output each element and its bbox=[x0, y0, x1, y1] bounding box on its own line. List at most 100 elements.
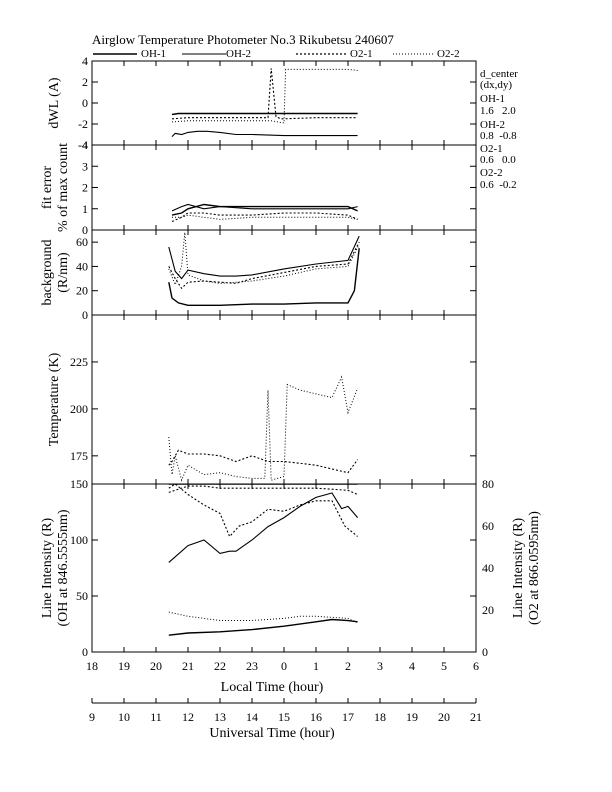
x-tick-label-local: 23 bbox=[246, 659, 258, 673]
series-line-o2-1 bbox=[168, 449, 359, 474]
y-tick-label-right: 60 bbox=[482, 519, 494, 533]
series-line-o2-2 bbox=[171, 68, 358, 124]
y-axis-label-secondary: (OH at 846.5555nm) bbox=[56, 509, 71, 626]
panel-3: 60 40 20 0 background (R/nm) bbox=[40, 229, 477, 322]
y-tick-label: 2 bbox=[82, 75, 88, 89]
y-tick-label: 50 bbox=[76, 589, 88, 603]
series-line-o2-2 bbox=[172, 214, 358, 220]
y-tick-label: 40 bbox=[76, 259, 88, 273]
y-tick-label: -4 bbox=[78, 138, 88, 152]
d-center-o22-value: 0.6 -0.2 bbox=[480, 179, 517, 191]
series-line-o2-2 bbox=[168, 375, 359, 482]
panel-frame bbox=[91, 60, 477, 146]
x-tick-label-local: 5 bbox=[441, 659, 447, 673]
x-tick-label-local: 0 bbox=[281, 659, 287, 673]
legend-label-oh2: OH-2 bbox=[226, 48, 251, 60]
x-tick-label-local: 22 bbox=[214, 659, 226, 673]
y-axis-label: fit error bbox=[40, 166, 55, 209]
y-tick-label: 2 bbox=[82, 181, 88, 195]
x-axis-label-local: Local Time (hour) bbox=[221, 680, 324, 695]
y-axis-label: Line Intensity (R) bbox=[40, 518, 55, 619]
x-tick-label-local: 1 bbox=[313, 659, 319, 673]
panel-frame bbox=[91, 314, 477, 485]
x-tick-label-ut: 9 bbox=[89, 710, 95, 724]
y-tick-label: -2 bbox=[78, 117, 88, 131]
y-tick-label: 200 bbox=[70, 402, 88, 416]
series-line-o2-1 bbox=[171, 68, 358, 120]
x-tick-label-local: 3 bbox=[377, 659, 383, 673]
d-center-oh2-value: 0.8 -0.8 bbox=[480, 130, 517, 142]
x-tick-label-ut: 16 bbox=[310, 710, 322, 724]
y-tick-label: 60 bbox=[76, 235, 88, 249]
x-tick-label-ut: 21 bbox=[470, 710, 482, 724]
x-tick-label-local: 20 bbox=[150, 659, 162, 673]
panel-frame bbox=[91, 229, 477, 316]
x-tick-label-ut: 14 bbox=[246, 710, 258, 724]
y-tick-label: 0 bbox=[82, 308, 88, 322]
y-axis-label-right: Line Intensity (R) bbox=[511, 518, 526, 619]
legend: OH-1 OH-2 O2-1 O2-2 bbox=[93, 48, 460, 60]
series-line-o2-1 bbox=[168, 241, 360, 290]
x-tick-label-local: 6 bbox=[473, 659, 479, 673]
x-tick-label-ut: 19 bbox=[406, 710, 418, 724]
series-line-oh-2 bbox=[171, 130, 358, 137]
panel-frame bbox=[91, 144, 477, 231]
y-tick-label-right: 0 bbox=[482, 645, 488, 659]
y-tick-label: 0 bbox=[82, 96, 88, 110]
series-line-o2-1-upper bbox=[168, 485, 358, 496]
legend-label-o22: O2-2 bbox=[437, 48, 460, 60]
y-tick-label: 4 bbox=[82, 54, 88, 68]
x-axis-label-ut: Universal Time (hour) bbox=[209, 726, 335, 741]
y-axis-label: background bbox=[40, 239, 55, 305]
y-tick-label: 0 bbox=[82, 223, 88, 237]
y-tick-label-right: 40 bbox=[482, 561, 494, 575]
y-tick-label: 3 bbox=[82, 159, 88, 173]
y-tick-label: 20 bbox=[76, 284, 88, 298]
x-tick-label-ut: 20 bbox=[438, 710, 450, 724]
d-center-o22-label: O2-2 bbox=[480, 167, 503, 179]
x-tick-label-local: 2 bbox=[345, 659, 351, 673]
d-center-o21-label: O2-1 bbox=[480, 143, 503, 155]
series-line-oh-1 bbox=[171, 112, 358, 116]
y-tick-label-right: 80 bbox=[482, 477, 494, 491]
x-tick-label-local: 18 bbox=[86, 659, 98, 673]
y-tick-label: 175 bbox=[70, 449, 88, 463]
x-tick-label-local: 19 bbox=[118, 659, 130, 673]
series-line-o2-1 bbox=[168, 484, 358, 538]
chart-title: Airglow Temperature Photometer No.3 Riku… bbox=[92, 32, 394, 47]
d-center-oh1-value: 1.6 2.0 bbox=[480, 105, 516, 117]
series-line-oh-1 bbox=[168, 248, 360, 306]
y-tick-label-right: 20 bbox=[482, 603, 494, 617]
panel-1: 4 2 0 -2 -4 dWL (A) bbox=[47, 54, 477, 152]
y-tick-label: 100 bbox=[70, 533, 88, 547]
y-axis-label-right-secondary: (O2 at 866.0595nm) bbox=[527, 511, 542, 625]
d-center-oh2-label: OH-2 bbox=[480, 119, 505, 131]
x-tick-label-ut: 15 bbox=[278, 710, 290, 724]
series-line-oh-2 bbox=[171, 203, 358, 212]
y-axis-label-secondary: % of max count bbox=[56, 143, 71, 232]
series-line-o2-2 bbox=[168, 232, 360, 287]
x-tick-label-ut: 13 bbox=[214, 710, 226, 724]
y-axis-label: Temperature (K) bbox=[47, 352, 62, 446]
legend-label-oh1: OH-1 bbox=[141, 48, 166, 60]
y-tick-label: 0 bbox=[82, 645, 88, 659]
x-tick-label-ut: 11 bbox=[150, 710, 162, 724]
series-line-oh-2 bbox=[168, 235, 360, 280]
panel-2: 4 3 2 1 0 fit error% of max count bbox=[40, 138, 477, 237]
x-tick-label-local: 4 bbox=[409, 659, 415, 673]
x-tick-label-ut: 10 bbox=[118, 710, 130, 724]
series-line-o2-2 bbox=[168, 611, 358, 624]
d-center-heading: d_center bbox=[480, 68, 518, 80]
series-line-oh-1 bbox=[168, 618, 358, 636]
y-tick-label: 225 bbox=[70, 355, 88, 369]
x-tick-label-ut: 17 bbox=[342, 710, 354, 724]
d-center-oh1-label: OH-1 bbox=[480, 93, 505, 105]
y-axis-label-secondary: (R/nm) bbox=[56, 252, 71, 293]
d-center-o21-value: 0.6 0.0 bbox=[480, 154, 516, 166]
d-center-notes: d_center (dx,dy) OH-1 1.6 2.0 OH-2 0.8 -… bbox=[480, 68, 518, 191]
y-tick-label: 4 bbox=[82, 138, 88, 152]
x-tick-label-local: 21 bbox=[182, 659, 194, 673]
